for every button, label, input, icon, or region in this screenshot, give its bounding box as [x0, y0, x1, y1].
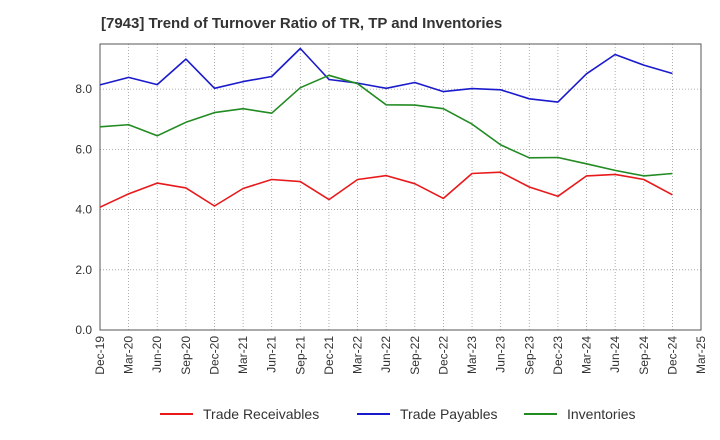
x-tick-label: Mar-20 [122, 336, 136, 374]
x-tick-label: Jun-24 [608, 336, 622, 373]
y-tick-label: 8.0 [75, 82, 92, 96]
y-tick-label: 2.0 [75, 263, 92, 277]
y-tick-label: 4.0 [75, 203, 92, 217]
plot-frame [99, 43, 702, 331]
x-tick-label: Jun-22 [379, 336, 393, 373]
x-tick-label: Sep-24 [637, 336, 651, 375]
y-tick-label: 6.0 [75, 142, 92, 156]
x-tick-label: Jun-23 [494, 336, 508, 373]
x-tick-label: Jun-21 [265, 336, 279, 373]
x-tick-label: Dec-23 [551, 336, 565, 375]
x-tick-label: Dec-20 [207, 336, 221, 375]
series-line-inventories [99, 74, 673, 177]
x-tick-label: Dec-19 [93, 336, 107, 375]
x-tick-label: Mar-22 [351, 336, 365, 374]
x-tick-label: Mar-23 [465, 336, 479, 374]
x-tick-label: Mar-25 [694, 336, 708, 374]
x-tick-label: Dec-24 [665, 336, 679, 375]
legend-label: Inventories [567, 406, 635, 422]
x-tick-label: Sep-21 [293, 336, 307, 375]
x-tick-label: Dec-22 [436, 336, 450, 375]
series-line-trade-payables [99, 47, 673, 103]
x-tick-label: Sep-23 [522, 336, 536, 375]
legend-label: Trade Payables [400, 406, 498, 422]
x-tick-label: Mar-21 [236, 336, 250, 374]
chart-title: [7943] Trend of Turnover Ratio of TR, TP… [101, 15, 503, 32]
x-tick-label: Mar-24 [580, 336, 594, 374]
x-tick-label: Sep-20 [179, 336, 193, 375]
x-tick-label: Jun-20 [150, 336, 164, 373]
x-tick-label: Sep-22 [408, 336, 422, 375]
legend-label: Trade Receivables [203, 406, 319, 422]
x-tick-label: Dec-21 [322, 336, 336, 375]
series-line-trade-receivables [99, 171, 673, 208]
y-tick-label: 0.0 [75, 323, 92, 337]
